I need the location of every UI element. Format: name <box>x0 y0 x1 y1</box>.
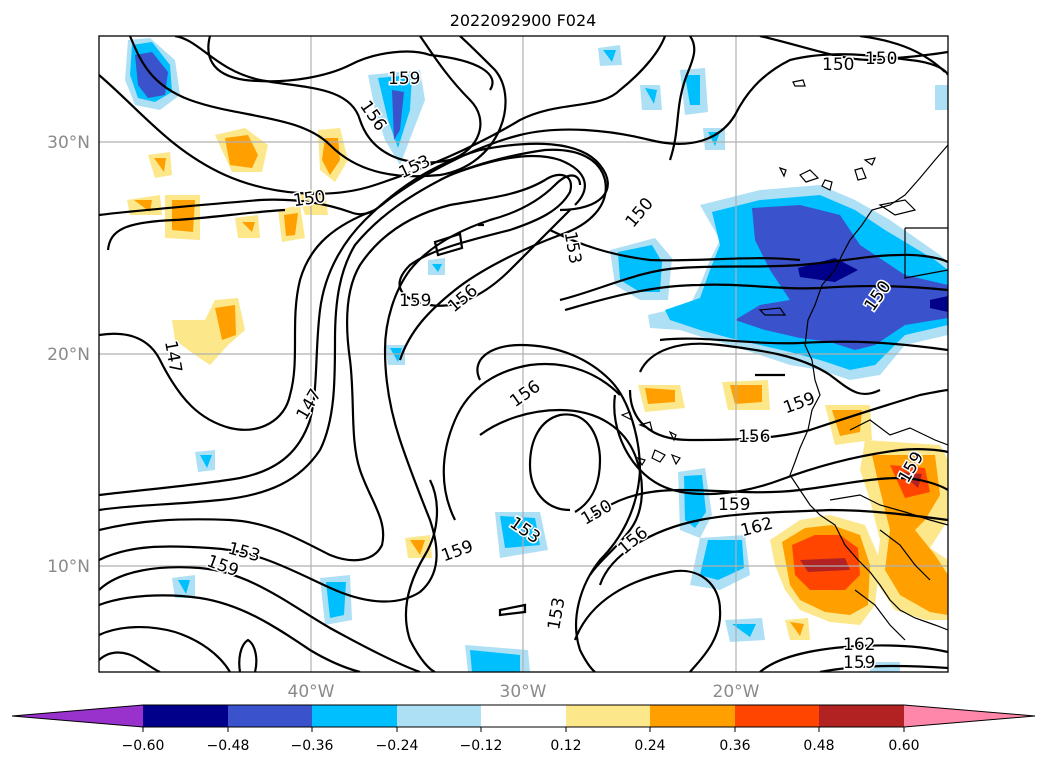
longitude-labels: 40°W 30°W 20°W <box>288 682 760 702</box>
lon-label: 40°W <box>288 682 335 702</box>
colorbar-segment <box>481 705 566 727</box>
chart-title: 2022092900 F024 <box>450 11 597 30</box>
colorbar-segment <box>228 705 312 727</box>
colorbar-segment <box>312 705 397 727</box>
colorbar-tick-label: 0.24 <box>634 738 665 754</box>
colorbar-tick-label: 0.36 <box>719 738 750 754</box>
colorbar-extend-low <box>12 705 143 727</box>
colorbar-tick-label: −0.36 <box>291 738 334 754</box>
contour-label: 159 <box>843 653 875 673</box>
colorbar-segment <box>650 705 735 727</box>
colorbar-tick-label: −0.12 <box>460 738 503 754</box>
contour-label: 162 <box>843 635 875 655</box>
graticule <box>99 36 948 672</box>
lat-label: 20°N <box>47 345 90 365</box>
contour-label: 150 <box>865 49 897 69</box>
contour-label: 156 <box>738 427 770 447</box>
colorbar-tick-label: −0.60 <box>122 738 165 754</box>
lon-label: 30°W <box>500 682 547 702</box>
map-frame <box>98 35 949 673</box>
contour-label: 159 <box>399 291 431 311</box>
colorbar-tick-label: −0.24 <box>376 738 419 754</box>
colorbar-segment <box>735 705 819 727</box>
colorbar-segment <box>143 705 228 727</box>
lat-label: 30°N <box>47 133 90 153</box>
colorbar-tick-label: 0.48 <box>803 738 834 754</box>
colorbar-tick-label: 0.60 <box>888 738 919 754</box>
colorbar-segment <box>397 705 481 727</box>
lon-label: 20°W <box>713 682 760 702</box>
height-contours <box>99 36 948 672</box>
latitude-labels: 30°N 20°N 10°N <box>47 133 90 577</box>
colorbar-tick-label: 0.12 <box>550 738 581 754</box>
contour-label: 159 <box>718 495 750 515</box>
lat-label: 10°N <box>47 557 90 577</box>
colorbar-segment <box>819 705 904 727</box>
contour-label: 150 <box>822 55 854 75</box>
colorbar-tick-label: −0.48 <box>207 738 250 754</box>
colorbar-segment <box>566 705 650 727</box>
map-area: 150 150 159 156 153 150 150 153 159 156 … <box>99 36 948 673</box>
contour-label: 159 <box>388 69 420 89</box>
colorbar-extend-high <box>904 705 1035 727</box>
colorbar: −0.60 −0.48 −0.36 −0.24 −0.12 0.12 0.24 … <box>11 704 1036 754</box>
colorbar-ticks <box>142 727 905 732</box>
